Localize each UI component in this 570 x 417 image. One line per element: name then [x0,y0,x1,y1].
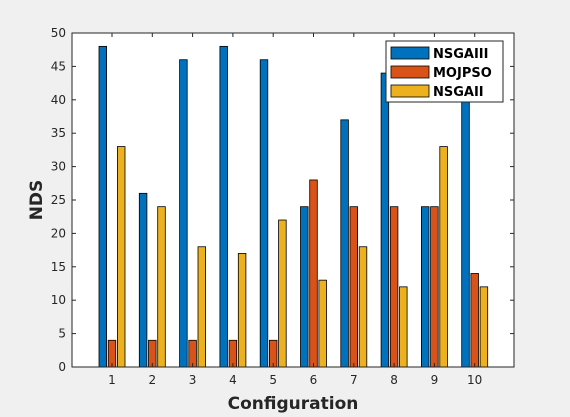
legend-label-nsgaii: NSGAII [433,85,484,100]
bar-mojpso-7 [349,206,358,368]
bar-nsgaii-5 [278,219,287,368]
x-ticks-group: 1 2 3 4 5 6 7 8 9 10 [108,33,482,387]
x-tick-label: 7 [350,373,358,387]
x-tick-label: 9 [431,373,439,387]
bar-mojpso-8 [389,206,399,368]
y-tick-label: 25 [51,193,66,207]
bar-nsgaiii-7 [340,119,349,368]
bars-group [98,45,489,368]
bar-mojpso-2 [148,339,157,368]
legend-swatch-mojpso [390,65,430,79]
bar-nsgaiii-8 [380,72,390,368]
bar-nsgaiii-3 [179,59,188,368]
y-ticks-group: 0 5 10 15 20 25 30 35 40 45 50 [51,26,514,374]
bar-nsgaii-8 [399,286,408,368]
x-axis-title: Configuration [228,394,359,414]
bar-mojpso-9 [430,206,439,368]
bar-mojpso-6 [309,179,318,368]
bar-nsgaiii-9 [420,206,430,368]
legend-label-mojpso: MOJPSO [433,66,492,81]
bar-nsgaii-1 [117,146,126,368]
bar-nsgaiii-1 [98,45,107,368]
x-tick-label: 10 [467,373,482,387]
x-tick-label: 6 [310,373,318,387]
x-tick-label: 3 [189,373,197,387]
y-tick-label: 30 [51,160,66,174]
y-tick-label: 35 [51,126,66,140]
bar-nsgaiii-10 [461,86,470,368]
y-tick-label: 10 [51,293,66,307]
bar-mojpso-10 [470,273,479,368]
bar-nsgaiii-6 [300,206,309,368]
bar-mojpso-1 [107,339,117,368]
bar-nsgaii-4 [237,253,247,368]
y-tick-label: 50 [51,26,66,40]
bar-mojpso-5 [268,339,278,368]
legend-swatch-nsgaii [390,84,430,98]
bar-nsgaiii-5 [259,59,269,368]
bar-nsgaii-9 [439,146,448,368]
x-tick-label: 2 [148,373,156,387]
plot-border [71,32,515,368]
x-tick-label: 4 [229,373,237,387]
bar-nsgaii-10 [479,286,489,368]
bar-mojpso-3 [188,339,197,368]
legend-swatch-nsgaiii [390,46,430,60]
legend: NSGAIII MOJPSO NSGAII [385,40,504,103]
legend-label-nsgaiii: NSGAIII [433,47,489,62]
x-tick-label: 1 [108,373,116,387]
bar-nsgaii-2 [157,206,166,368]
y-axis-title: NDS [27,180,47,221]
y-tick-label: 0 [58,360,66,374]
bar-nsgaiii-2 [138,192,148,368]
x-tick-label: 8 [390,373,398,387]
bar-mojpso-4 [228,339,238,368]
bar-nsgaiii-4 [219,45,228,368]
y-tick-label: 40 [51,93,66,107]
bar-nsgaii-3 [197,246,206,368]
bar-nsgaii-7 [358,246,368,368]
y-tick-label: 20 [51,226,66,240]
y-tick-label: 15 [51,260,66,274]
y-tick-label: 5 [58,327,66,341]
y-tick-label: 45 [51,59,66,73]
x-tick-label: 5 [269,373,277,387]
bar-nsgaii-6 [318,279,327,368]
